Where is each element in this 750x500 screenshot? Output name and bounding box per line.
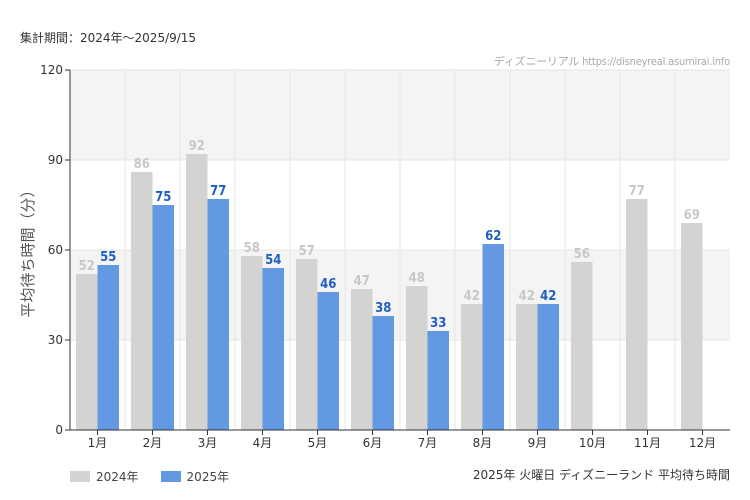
bar-2024年-3月 bbox=[186, 154, 208, 430]
bar-2024年-1月 bbox=[76, 274, 98, 430]
data-label: 33 bbox=[430, 316, 446, 331]
legend-item-2025[interactable]: 2025年 bbox=[160, 468, 230, 485]
x-tick-label: 12月 bbox=[689, 436, 716, 450]
x-tick-label: 9月 bbox=[528, 436, 548, 450]
bar-2025年-4月 bbox=[262, 268, 284, 430]
data-label: 47 bbox=[354, 274, 370, 289]
bar-2025年-8月 bbox=[482, 244, 504, 430]
x-tick-label: 5月 bbox=[308, 436, 328, 450]
bars bbox=[76, 154, 703, 430]
x-tick-label: 3月 bbox=[198, 436, 218, 450]
data-label: 56 bbox=[574, 247, 590, 262]
y-tick-label: 60 bbox=[48, 243, 63, 257]
data-label: 77 bbox=[210, 184, 226, 199]
x-tick-label: 1月 bbox=[88, 436, 108, 450]
x-tick-label: 8月 bbox=[473, 436, 493, 450]
legend-swatch-2025 bbox=[160, 471, 181, 482]
collection-period: 集計期間：2024年〜2025/9/15 bbox=[20, 31, 197, 45]
bar-2024年-7月 bbox=[406, 286, 428, 430]
data-label: 86 bbox=[134, 157, 150, 172]
x-tick-labels: 1月 2月 3月 4月 5月 6月 7月 8月 9月 10月 11月 12月 bbox=[88, 430, 716, 450]
bar-2025年-9月 bbox=[537, 304, 559, 430]
bar-2025年-7月 bbox=[427, 331, 449, 430]
bar-2025年-3月 bbox=[207, 199, 229, 430]
bar-2024年-12月 bbox=[681, 223, 703, 430]
data-label: 42 bbox=[519, 289, 535, 304]
x-tick-label: 11月 bbox=[634, 436, 661, 450]
bar-2024年-4月 bbox=[241, 256, 263, 430]
data-label: 77 bbox=[629, 184, 645, 199]
bar-2024年-10月 bbox=[571, 262, 593, 430]
y-axis-label: 平均待ち時間（分） bbox=[19, 182, 37, 317]
x-tick-label: 7月 bbox=[418, 436, 438, 450]
bar-2024年-8月 bbox=[461, 304, 483, 430]
bar-2025年-5月 bbox=[317, 292, 339, 430]
y-tick-label: 0 bbox=[55, 423, 63, 437]
legend-item-2024[interactable]: 2024年 bbox=[70, 468, 139, 485]
data-label: 42 bbox=[540, 289, 556, 304]
x-tick-label: 6月 bbox=[363, 436, 383, 450]
data-label: 42 bbox=[464, 289, 480, 304]
legend-swatch-2024 bbox=[70, 471, 90, 482]
data-label: 92 bbox=[189, 139, 205, 154]
x-tick-label: 2月 bbox=[143, 436, 163, 450]
data-label: 62 bbox=[485, 229, 501, 244]
data-label: 48 bbox=[409, 271, 425, 286]
y-tick-label: 30 bbox=[48, 333, 63, 347]
data-label: 54 bbox=[265, 253, 281, 268]
data-label: 57 bbox=[299, 244, 315, 259]
bar-2025年-1月 bbox=[97, 265, 119, 430]
data-label: 58 bbox=[244, 241, 260, 256]
data-labels: 52 86 92 58 57 47 48 42 42 56 77 69 55 75 77 54 46 38 33 62… bbox=[79, 139, 700, 331]
data-label: 52 bbox=[79, 259, 95, 274]
data-label: 69 bbox=[684, 208, 700, 223]
y-tick-labels: 0 30 60 90 120 bbox=[40, 63, 70, 437]
bar-2025年-2月 bbox=[152, 205, 174, 430]
bar-2024年-6月 bbox=[351, 289, 373, 430]
data-label: 38 bbox=[375, 301, 391, 316]
legend-label-2024: 2024年 bbox=[96, 470, 139, 484]
legend-label-2025: 2025年 bbox=[186, 470, 230, 484]
bar-2024年-2月 bbox=[131, 172, 153, 430]
bar-2025年-6月 bbox=[372, 316, 394, 430]
data-label: 46 bbox=[320, 277, 336, 292]
legend: 2024年 2025年 bbox=[70, 468, 251, 485]
bar-2024年-11月 bbox=[626, 199, 648, 430]
bar-2024年-5月 bbox=[296, 259, 318, 430]
grid-lines bbox=[70, 69, 730, 430]
chart-title: 2025年 火曜日 ディズニーランド 平均待ち時間 bbox=[472, 468, 730, 482]
data-label: 75 bbox=[155, 190, 171, 205]
y-tick-label: 120 bbox=[40, 63, 63, 77]
data-label: 55 bbox=[100, 250, 116, 265]
x-tick-label: 4月 bbox=[253, 436, 273, 450]
bar-2024年-9月 bbox=[516, 304, 538, 430]
site-watermark: ディズニーリアル https://disneyreal.asumirai.inf… bbox=[493, 55, 730, 68]
x-tick-label: 10月 bbox=[579, 436, 606, 450]
y-tick-label: 90 bbox=[48, 153, 63, 167]
